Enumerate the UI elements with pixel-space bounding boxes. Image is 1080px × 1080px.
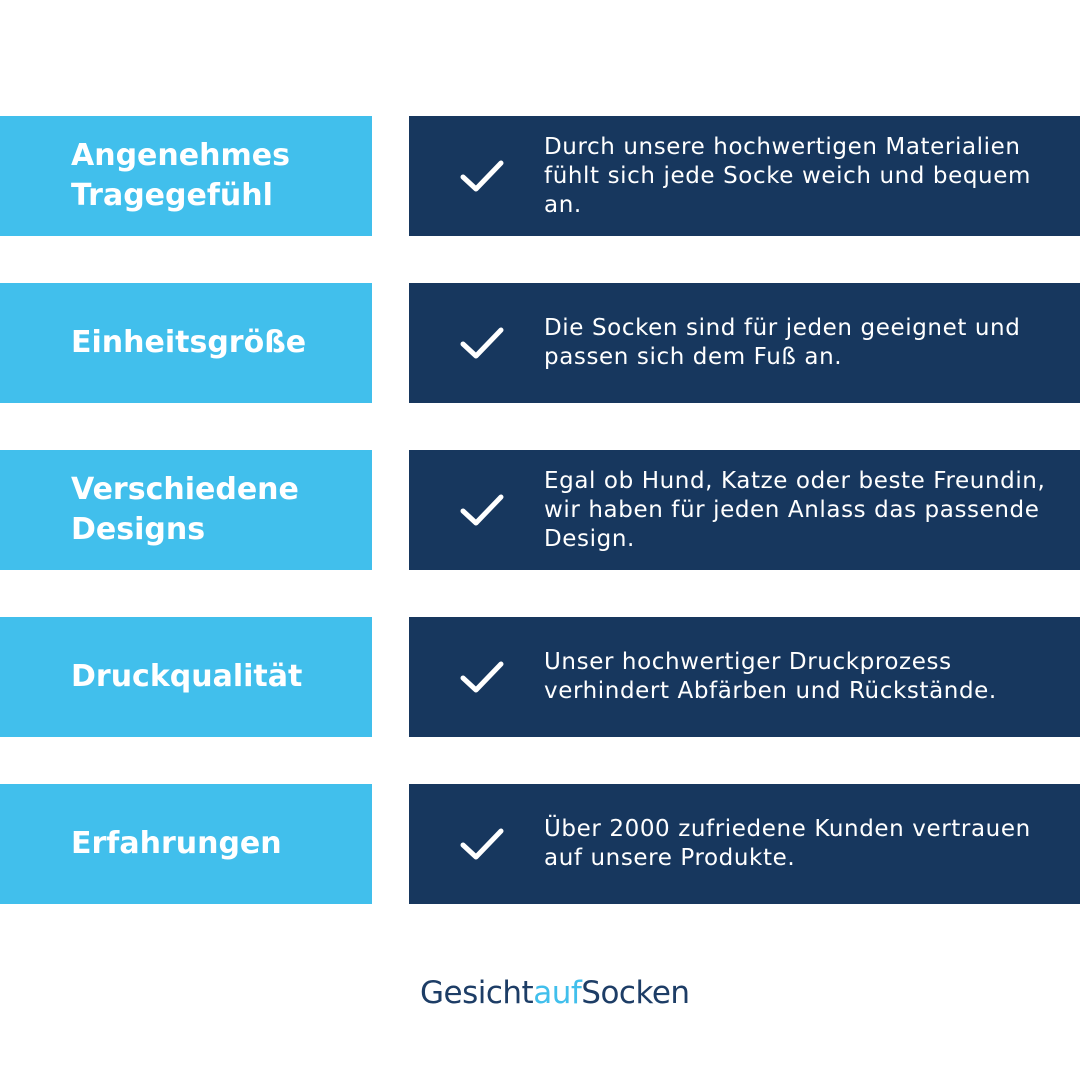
feature-label-text: Erfahrungen [71, 826, 282, 861]
feature-label-text: Verschiedene Designs [71, 472, 299, 547]
feature-description-text: Über 2000 zufriedene Kunden vertrauen au… [544, 816, 1031, 871]
feature-row: Verschiedene Designs Egal ob Hund, Katze… [0, 450, 1080, 570]
feature-description: Durch unsere hochwertigen Materialien fü… [409, 116, 1080, 236]
check-icon [460, 661, 504, 693]
check-icon [460, 160, 504, 192]
feature-label: Druckqualität [0, 617, 372, 737]
feature-label-text: Einheitsgröße [71, 325, 307, 360]
feature-label: Einheitsgröße [0, 283, 372, 403]
feature-description: Über 2000 zufriedene Kunden vertrauen au… [409, 784, 1080, 904]
feature-label: Erfahrungen [0, 784, 372, 904]
logo-text-gesicht: Gesicht [420, 975, 534, 1011]
brand-logo: GesichtaufSocken [420, 975, 690, 1011]
feature-label: Verschiedene Designs [0, 450, 372, 570]
feature-description-text: Durch unsere hochwertigen Materialien fü… [544, 133, 1031, 218]
feature-description-text: Die Socken sind für jeden geeignet und p… [544, 315, 1021, 370]
feature-description: Die Socken sind für jeden geeignet und p… [409, 283, 1080, 403]
feature-row: Einheitsgröße Die Socken sind für jeden … [0, 283, 1080, 403]
feature-label-text: Druckqualität [71, 659, 303, 694]
feature-label-text: Angenehmes Tragegefühl [71, 138, 290, 213]
check-icon [460, 327, 504, 359]
feature-description-text: Unser hochwertiger Druckprozess verhinde… [544, 649, 997, 704]
feature-description: Unser hochwertiger Druckprozess verhinde… [409, 617, 1080, 737]
check-icon [460, 494, 504, 526]
logo-text-auf: auf [533, 975, 582, 1011]
feature-label: Angenehmes Tragegefühl [0, 116, 372, 236]
logo-text-socken: Socken [581, 975, 690, 1011]
feature-description: Egal ob Hund, Katze oder beste Freundin,… [409, 450, 1080, 570]
feature-row: Druckqualität Unser hochwertiger Druckpr… [0, 617, 1080, 737]
feature-row: Angenehmes Tragegefühl Durch unsere hoch… [0, 116, 1080, 236]
feature-row: Erfahrungen Über 2000 zufriedene Kunden … [0, 784, 1080, 904]
feature-description-text: Egal ob Hund, Katze oder beste Freundin,… [544, 467, 1046, 552]
check-icon [460, 828, 504, 860]
